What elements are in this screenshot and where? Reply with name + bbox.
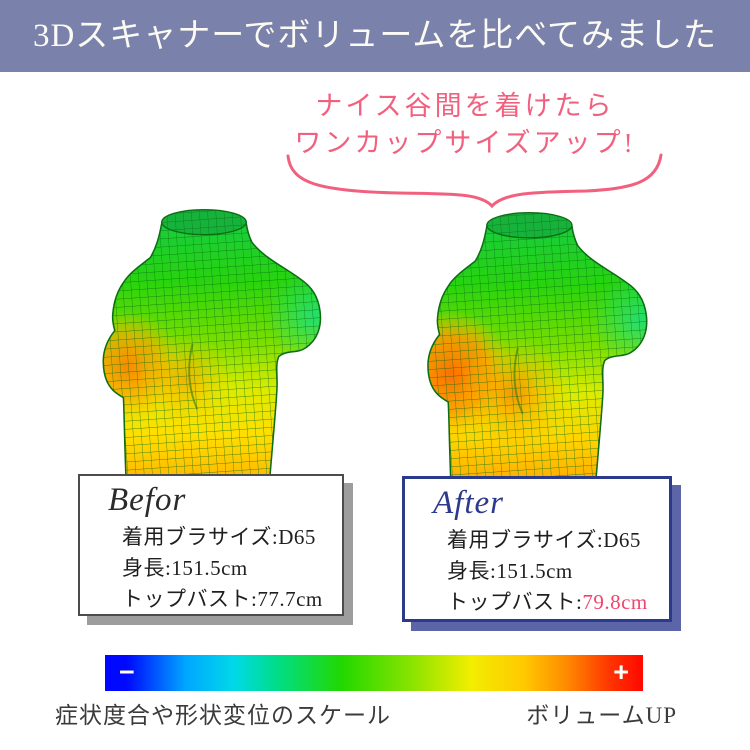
scale-right-label: ボリュームUP [526, 703, 677, 728]
after-height: 身長:151.5cm [447, 559, 573, 583]
color-scale-bar: − + [105, 655, 643, 691]
before-torso-mesh [98, 202, 333, 486]
after-bra-size: 着用ブラサイズ:D65 [447, 528, 641, 552]
after-torso-mesh [420, 205, 662, 491]
header-banner: 3Dスキャナーでボリュームを比べてみました [0, 0, 750, 72]
annotation-line1: ナイス谷間を着けたら [315, 91, 615, 121]
banner-title: 3Dスキャナーでボリュームを比べてみました [32, 18, 718, 54]
after-top-bust-value: 79.8cm [582, 590, 648, 614]
after-top-bust-label: トップバスト: [447, 590, 583, 614]
before-card: Befor 着用ブラサイズ:D65 身長:151.5cm トップバスト:77.7… [78, 474, 344, 616]
annotation-line2: ワンカップサイズアップ! [294, 128, 636, 158]
after-card: After 着用ブラサイズ:D65 身長:151.5cm トップバスト:79.8… [402, 476, 672, 622]
scale-left-label: 症状度合や形状変位のスケール [55, 703, 391, 728]
before-top-bust: トップバスト:77.7cm [122, 587, 323, 611]
brace-pointer-icon [286, 153, 663, 209]
before-height: 身長:151.5cm [122, 556, 248, 580]
after-card-title: After [433, 485, 504, 521]
annotation: ナイス谷間を着けたら ワンカップサイズアップ! [270, 88, 660, 162]
before-bra-size: 着用ブラサイズ:D65 [122, 525, 316, 549]
before-card-title: Befor [108, 482, 187, 518]
after-top-bust: トップバスト:79.8cm [447, 587, 669, 618]
plus-sign: + [613, 657, 629, 687]
minus-sign: − [119, 657, 135, 687]
